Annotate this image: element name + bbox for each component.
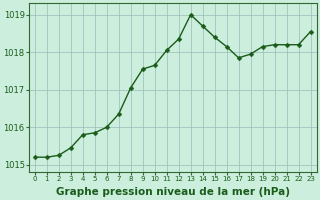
X-axis label: Graphe pression niveau de la mer (hPa): Graphe pression niveau de la mer (hPa) [56,187,290,197]
